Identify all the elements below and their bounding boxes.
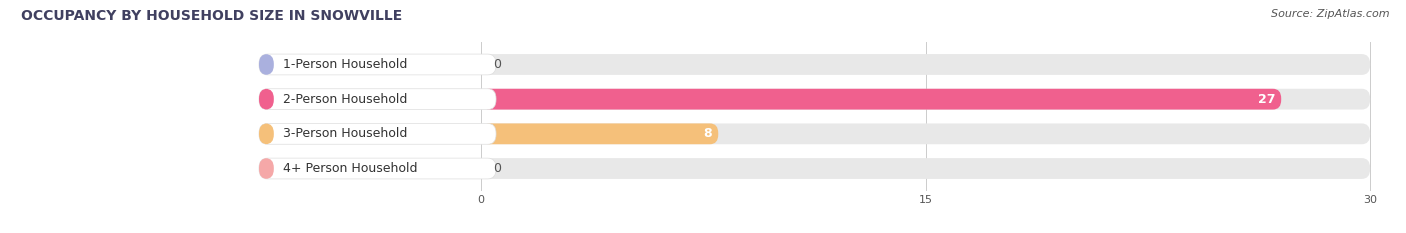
Text: 0: 0 xyxy=(494,58,501,71)
FancyBboxPatch shape xyxy=(481,89,1369,110)
Text: 27: 27 xyxy=(1258,93,1275,106)
Text: 2-Person Household: 2-Person Household xyxy=(283,93,408,106)
FancyBboxPatch shape xyxy=(481,123,718,144)
FancyBboxPatch shape xyxy=(259,54,274,75)
FancyBboxPatch shape xyxy=(481,89,1281,110)
Text: 4+ Person Household: 4+ Person Household xyxy=(283,162,418,175)
FancyBboxPatch shape xyxy=(481,158,1369,179)
Text: 3-Person Household: 3-Person Household xyxy=(283,127,408,140)
Text: 0: 0 xyxy=(494,162,501,175)
FancyBboxPatch shape xyxy=(259,158,496,179)
FancyBboxPatch shape xyxy=(259,54,496,75)
Text: 1-Person Household: 1-Person Household xyxy=(283,58,408,71)
FancyBboxPatch shape xyxy=(259,89,496,110)
FancyBboxPatch shape xyxy=(259,123,496,144)
FancyBboxPatch shape xyxy=(481,123,1369,144)
FancyBboxPatch shape xyxy=(259,89,274,110)
Text: OCCUPANCY BY HOUSEHOLD SIZE IN SNOWVILLE: OCCUPANCY BY HOUSEHOLD SIZE IN SNOWVILLE xyxy=(21,9,402,23)
FancyBboxPatch shape xyxy=(259,123,274,144)
FancyBboxPatch shape xyxy=(259,158,274,179)
Text: Source: ZipAtlas.com: Source: ZipAtlas.com xyxy=(1271,9,1389,19)
Text: 8: 8 xyxy=(704,127,713,140)
FancyBboxPatch shape xyxy=(481,54,1369,75)
